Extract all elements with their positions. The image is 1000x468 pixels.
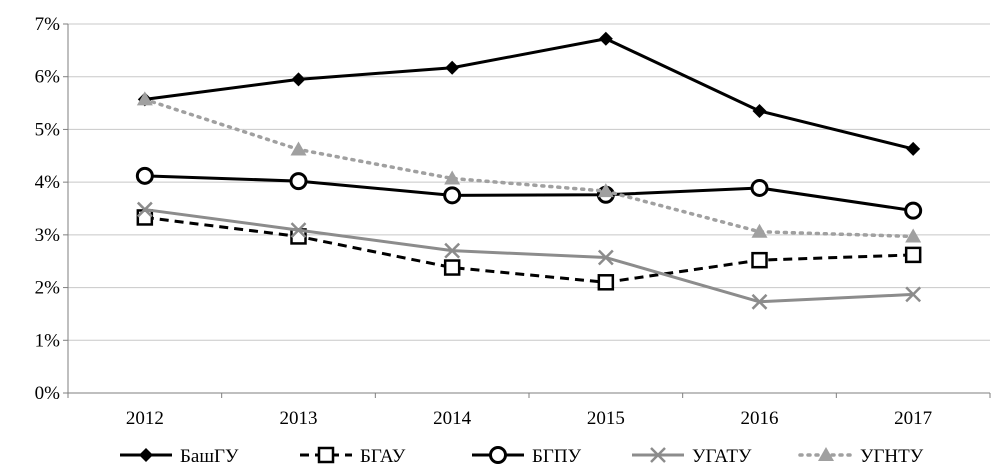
- series-2-point: [443, 186, 462, 205]
- series-2-point: [289, 172, 308, 191]
- y-tick-label: 5%: [35, 119, 61, 140]
- series-3-point: [444, 242, 461, 259]
- legend-swatch-marker: [139, 448, 153, 462]
- series-1-line: [144, 215, 914, 284]
- legend-swatch-marker: [317, 446, 335, 464]
- series-2-point: [904, 201, 923, 220]
- x-axis-tick-labels: 2012 2013 2014 2015 2016 2017: [126, 408, 932, 429]
- legend-item: УГНТУ: [798, 446, 924, 467]
- series-1-point: [904, 246, 922, 264]
- y-tick-label: 6%: [35, 67, 61, 88]
- series-3: [136, 201, 922, 310]
- series-0: [137, 31, 921, 156]
- series-4: [136, 91, 922, 243]
- y-tick-label: 1%: [35, 330, 61, 351]
- legend-item: БашГУ: [120, 446, 239, 467]
- legend-item: УГАТУ: [632, 446, 752, 467]
- series-1: [136, 209, 922, 291]
- series-4-point: [290, 141, 307, 156]
- series-3-point: [751, 293, 768, 310]
- x-tick-label: 2015: [587, 408, 625, 429]
- legend-label: БГПУ: [532, 446, 582, 467]
- series-2-point: [750, 178, 769, 197]
- y-tick-label: 4%: [35, 172, 61, 193]
- series-0-line: [144, 37, 914, 151]
- series-1-point: [597, 274, 615, 291]
- x-tick-label: 2014: [433, 408, 472, 429]
- legend-label: БашГУ: [180, 446, 239, 467]
- series-1-point: [443, 259, 461, 276]
- x-tick-label: 2013: [280, 408, 318, 429]
- series-4-point: [136, 91, 153, 106]
- legend-swatch-marker-stroke: [650, 447, 666, 463]
- series-3-point-stroke: [751, 293, 768, 310]
- series-3-point: [290, 222, 307, 238]
- y-tick-label: 0%: [35, 383, 61, 404]
- legend-item: БГПУ: [472, 446, 582, 467]
- series-2-point: [135, 166, 154, 185]
- legend-label: УГНТУ: [860, 446, 924, 467]
- series-3-point-stroke: [290, 222, 307, 238]
- series-1-point: [751, 251, 768, 269]
- y-tick-label: 3%: [35, 225, 61, 246]
- series-3-point-stroke: [597, 249, 614, 266]
- series-2: [135, 166, 923, 220]
- series-3-line: [144, 208, 914, 304]
- series-1-point: [136, 209, 154, 226]
- axes: [63, 23, 991, 398]
- series-3-point: [136, 201, 153, 218]
- series-0-point: [598, 31, 613, 46]
- legend-swatch-marker: [489, 446, 507, 464]
- series-3-point: [905, 286, 922, 303]
- x-tick-label: 2016: [741, 408, 779, 429]
- series-3-point: [597, 249, 614, 266]
- series-4-point: [597, 183, 614, 198]
- legend: БашГУ БГАУ БГПУ УГАТУ УГНТУ: [120, 446, 924, 467]
- y-tick-label: 2%: [35, 278, 61, 299]
- gridlines: [68, 23, 990, 341]
- legend-item: БГАУ: [300, 446, 406, 467]
- x-tick-label: 2012: [126, 408, 164, 429]
- series-4-point: [905, 228, 922, 243]
- series-3-point-stroke: [905, 286, 922, 303]
- series-3-point-stroke: [136, 201, 153, 218]
- series-0-point: [291, 72, 306, 87]
- y-tick-label: 7%: [35, 14, 61, 35]
- series-2-line: [144, 174, 914, 213]
- series-0-point: [445, 60, 460, 75]
- series-0-point: [906, 141, 921, 156]
- y-axis-tick-labels: 0% 1% 2% 3% 4% 5% 6% 7%: [35, 14, 61, 404]
- x-tick-label: 2017: [894, 408, 932, 429]
- series-0-point: [752, 103, 767, 118]
- series-4-line: [143, 97, 915, 239]
- series-3-point-stroke: [444, 242, 461, 259]
- series-4-point: [751, 223, 768, 238]
- legend-swatch-marker: [818, 447, 834, 461]
- legend-label: УГАТУ: [692, 446, 752, 467]
- series-lines: [135, 31, 923, 310]
- legend-label: БГАУ: [360, 446, 406, 467]
- series-4-point: [444, 170, 461, 185]
- legend-swatch-marker: [650, 447, 666, 463]
